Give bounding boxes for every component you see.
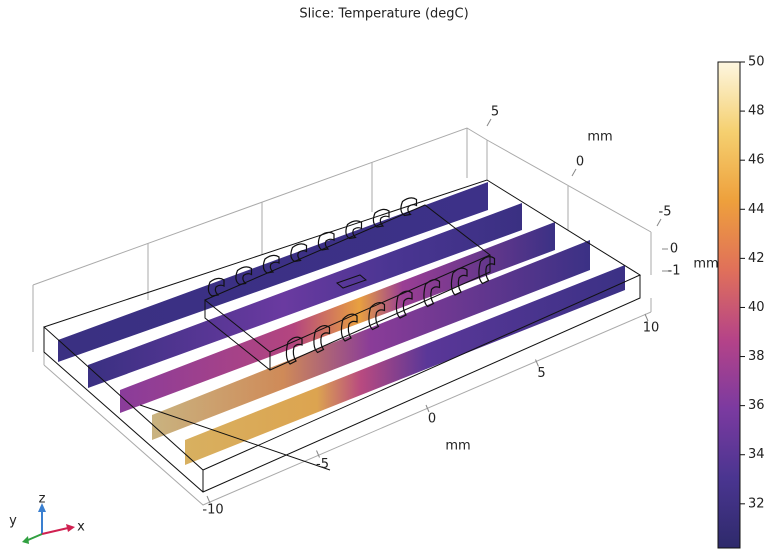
triad-x: x bbox=[77, 520, 85, 535]
y_axis-tick bbox=[657, 219, 661, 226]
triad: z x y bbox=[9, 492, 85, 545]
x_axis-title: mm bbox=[445, 439, 470, 454]
triad-y: y bbox=[9, 514, 17, 529]
colorbar-tick-label: 36 bbox=[748, 398, 765, 413]
y_axis-title: mm bbox=[587, 130, 612, 145]
chart: Slice: Temperature (degC) z x y bbox=[0, 0, 768, 553]
x_axis-tick-label: 0 bbox=[428, 412, 436, 427]
colorbar-tick-label: 46 bbox=[748, 153, 765, 168]
y_axis-tick-label: -5 bbox=[659, 205, 672, 220]
colorbar-tick-label: 48 bbox=[748, 104, 765, 119]
colorbar-tick-label: 32 bbox=[748, 496, 765, 511]
z_axis-title: mm bbox=[693, 257, 718, 272]
colorbar bbox=[718, 62, 740, 548]
x_axis-tick-label: 5 bbox=[537, 366, 545, 381]
chart-title: Slice: Temperature (degC) bbox=[299, 7, 468, 22]
x_axis-tick-label: -5 bbox=[316, 457, 329, 472]
y_axis-tick-label: 0 bbox=[576, 155, 584, 170]
colorbar-tick-label: 42 bbox=[748, 251, 765, 266]
colorbar-tick-label: 34 bbox=[748, 447, 765, 462]
x_axis-tick-label: 10 bbox=[643, 321, 660, 336]
colorbar-tick-label: 38 bbox=[748, 349, 765, 364]
y_axis-tick bbox=[487, 119, 491, 126]
z_axis-tick-label: 0 bbox=[670, 242, 678, 257]
colorbar-tick-label: 40 bbox=[748, 300, 765, 315]
y_axis-tick-label: 5 bbox=[491, 105, 499, 120]
colorbar-scale bbox=[718, 62, 740, 548]
colorbar-tick-label: 44 bbox=[748, 202, 765, 217]
triad-z: z bbox=[39, 492, 46, 507]
colorbar-tick-label: 50 bbox=[748, 55, 765, 70]
x_axis-tick-label: -10 bbox=[202, 503, 223, 518]
y_axis-tick bbox=[572, 169, 576, 176]
z_axis-tick-label: -1 bbox=[668, 264, 681, 279]
